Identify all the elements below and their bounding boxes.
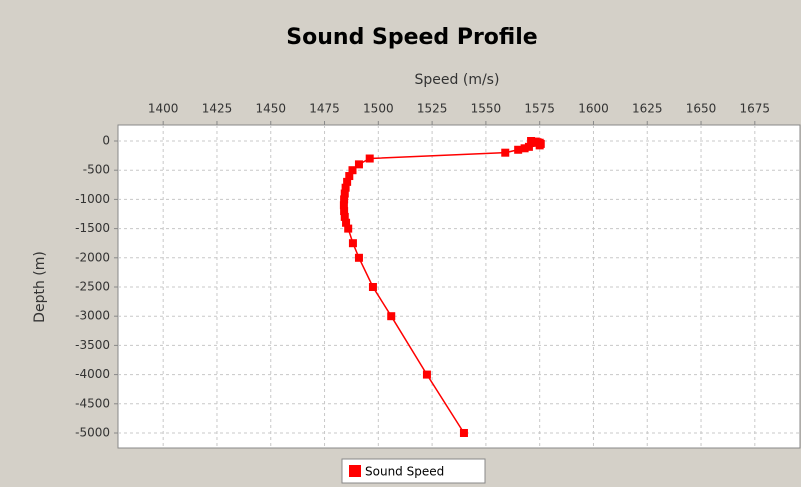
plot-area: [117, 124, 801, 449]
marker: [340, 212, 349, 221]
legend-label: Sound Speed: [365, 465, 444, 479]
marker: [342, 218, 351, 227]
x-axis-label: Speed (m/s): [415, 72, 500, 88]
y-tick-label: -3000: [75, 309, 110, 323]
marker: [365, 154, 374, 163]
marker: [354, 253, 363, 262]
x-tick-label: 1475: [309, 102, 340, 116]
legend: Sound Speed: [341, 458, 486, 484]
y-tick-label: -3500: [75, 338, 110, 352]
y-tick-label: -5000: [75, 425, 110, 439]
x-tick-label: 1575: [524, 102, 555, 116]
y-tick-label: 0: [102, 134, 110, 148]
marker: [368, 282, 377, 291]
x-tick-label: 1600: [578, 102, 609, 116]
marker: [514, 145, 523, 154]
x-tick-label: 1400: [148, 102, 179, 116]
y-tick-label: -4500: [75, 396, 110, 410]
chart-title: Sound Speed Profile: [286, 25, 537, 50]
y-axis-label: Depth (m): [32, 251, 48, 323]
marker: [345, 172, 354, 181]
marker: [527, 137, 536, 146]
x-tick-label: 1550: [471, 102, 502, 116]
y-tick-label: -2000: [75, 250, 110, 264]
marker: [524, 142, 533, 151]
marker: [520, 144, 529, 153]
y-tick-label: -1500: [75, 221, 110, 235]
legend-box: [341, 458, 486, 484]
x-tick-label: 1450: [255, 102, 286, 116]
y-tick-label: -1000: [75, 192, 110, 206]
marker: [341, 183, 350, 192]
marker: [422, 370, 431, 379]
x-tick-label: 1650: [686, 102, 717, 116]
marker: [340, 207, 349, 216]
legend-swatch: [349, 465, 361, 477]
x-tick-label: 1525: [417, 102, 448, 116]
marker: [343, 177, 352, 186]
y-tick-label: -500: [83, 163, 110, 177]
x-tick-label: 1625: [632, 102, 663, 116]
marker: [348, 166, 357, 175]
marker: [387, 312, 396, 321]
marker: [459, 428, 468, 437]
marker: [354, 160, 363, 169]
y-tick-label: -4000: [75, 367, 110, 381]
marker: [344, 224, 353, 233]
marker: [340, 195, 349, 204]
x-tick-label: 1675: [740, 102, 771, 116]
marker: [535, 141, 544, 150]
x-tick-label: 1425: [202, 102, 233, 116]
marker: [348, 239, 357, 248]
marker: [340, 189, 349, 198]
marker: [339, 201, 348, 210]
x-tick-label: 1500: [363, 102, 394, 116]
marker: [501, 148, 510, 157]
y-tick-label: -2500: [75, 279, 110, 293]
